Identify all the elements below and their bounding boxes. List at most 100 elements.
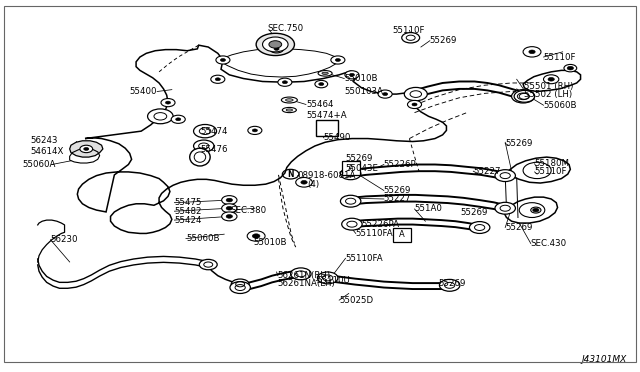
Text: 55226P: 55226P (384, 160, 417, 169)
Text: 55476: 55476 (200, 145, 227, 154)
Text: 55043E: 55043E (346, 164, 378, 173)
Ellipse shape (322, 72, 328, 74)
Circle shape (440, 279, 460, 291)
Circle shape (402, 33, 420, 43)
Circle shape (495, 170, 515, 182)
Circle shape (291, 268, 311, 280)
Circle shape (345, 71, 359, 79)
Text: SEC.430: SEC.430 (531, 239, 567, 248)
Circle shape (301, 180, 307, 184)
Circle shape (211, 75, 225, 83)
Circle shape (221, 196, 237, 205)
Text: 55110F: 55110F (534, 167, 567, 176)
Circle shape (412, 103, 417, 106)
FancyBboxPatch shape (342, 161, 360, 175)
Text: 56230: 56230 (51, 235, 78, 244)
Text: N: N (287, 170, 294, 179)
Text: 55474: 55474 (200, 126, 227, 136)
Circle shape (193, 140, 214, 152)
Text: SEC.380: SEC.380 (230, 206, 267, 215)
Text: 55464: 55464 (306, 100, 333, 109)
Text: 55010B: 55010B (344, 74, 378, 83)
Text: J43101MX: J43101MX (581, 355, 627, 364)
Circle shape (564, 64, 577, 72)
Circle shape (84, 147, 89, 150)
Text: 55269: 55269 (505, 139, 532, 148)
Text: 55110U: 55110U (316, 276, 350, 285)
Text: 55400: 55400 (130, 87, 157, 96)
Circle shape (216, 56, 230, 64)
Text: 55501 (RH): 55501 (RH) (524, 82, 573, 91)
Circle shape (296, 177, 312, 187)
Circle shape (340, 195, 361, 207)
Circle shape (161, 99, 175, 107)
Text: 55010B: 55010B (253, 238, 287, 247)
Circle shape (199, 259, 217, 270)
Ellipse shape (285, 99, 293, 101)
Circle shape (532, 208, 539, 212)
Circle shape (349, 73, 355, 76)
Text: 56243: 56243 (30, 136, 58, 145)
Ellipse shape (318, 71, 332, 76)
Circle shape (148, 109, 173, 124)
Text: 551A0: 551A0 (415, 205, 442, 214)
Polygon shape (70, 141, 103, 157)
Circle shape (231, 279, 249, 289)
Text: 55475: 55475 (174, 198, 202, 207)
Circle shape (340, 168, 361, 180)
Circle shape (269, 45, 284, 53)
Circle shape (247, 231, 265, 241)
Text: 55502 (LH): 55502 (LH) (524, 90, 573, 99)
Text: 55269: 55269 (439, 279, 466, 288)
Ellipse shape (286, 109, 292, 111)
Circle shape (523, 46, 541, 57)
Text: 55060B: 55060B (543, 101, 577, 110)
Text: 56261NA(LH): 56261NA(LH) (278, 279, 335, 288)
Circle shape (531, 207, 541, 213)
Circle shape (226, 215, 232, 218)
Text: 550103A: 550103A (344, 87, 383, 96)
Text: 55269: 55269 (461, 208, 488, 217)
Circle shape (226, 198, 232, 202)
Circle shape (331, 56, 345, 64)
Circle shape (335, 58, 340, 61)
Circle shape (256, 33, 294, 55)
Circle shape (175, 118, 180, 121)
FancyBboxPatch shape (316, 121, 338, 136)
Circle shape (221, 212, 237, 221)
Ellipse shape (282, 108, 296, 113)
Text: (4): (4) (307, 180, 319, 189)
Circle shape (193, 125, 216, 138)
Circle shape (230, 282, 250, 294)
Circle shape (269, 41, 282, 48)
Circle shape (172, 115, 185, 124)
Text: 55110FA: 55110FA (356, 229, 394, 238)
Text: 55060A: 55060A (22, 160, 56, 169)
Circle shape (215, 78, 220, 81)
Circle shape (408, 100, 422, 109)
Text: A: A (399, 230, 404, 240)
Text: 54614X: 54614X (30, 147, 63, 156)
Circle shape (220, 58, 225, 61)
Text: 55180M: 55180M (534, 159, 570, 168)
Circle shape (511, 90, 534, 103)
Text: 55424: 55424 (174, 216, 202, 225)
Text: 55060B: 55060B (186, 234, 220, 243)
Circle shape (80, 145, 93, 153)
Text: 55110F: 55110F (393, 26, 426, 35)
Circle shape (262, 37, 288, 52)
Text: 08918-6081A: 08918-6081A (298, 171, 356, 180)
Text: 55226PA: 55226PA (362, 221, 399, 230)
Text: 55110FA: 55110FA (346, 254, 383, 263)
Text: 55110F: 55110F (543, 52, 576, 61)
Text: 55269: 55269 (505, 223, 532, 232)
Circle shape (548, 77, 554, 81)
Circle shape (543, 75, 559, 84)
Circle shape (383, 93, 388, 96)
Text: 55269: 55269 (430, 36, 457, 45)
Circle shape (278, 78, 292, 86)
Circle shape (342, 218, 362, 230)
Circle shape (529, 50, 535, 54)
Text: 55025D: 55025D (339, 296, 373, 305)
Circle shape (514, 90, 534, 102)
